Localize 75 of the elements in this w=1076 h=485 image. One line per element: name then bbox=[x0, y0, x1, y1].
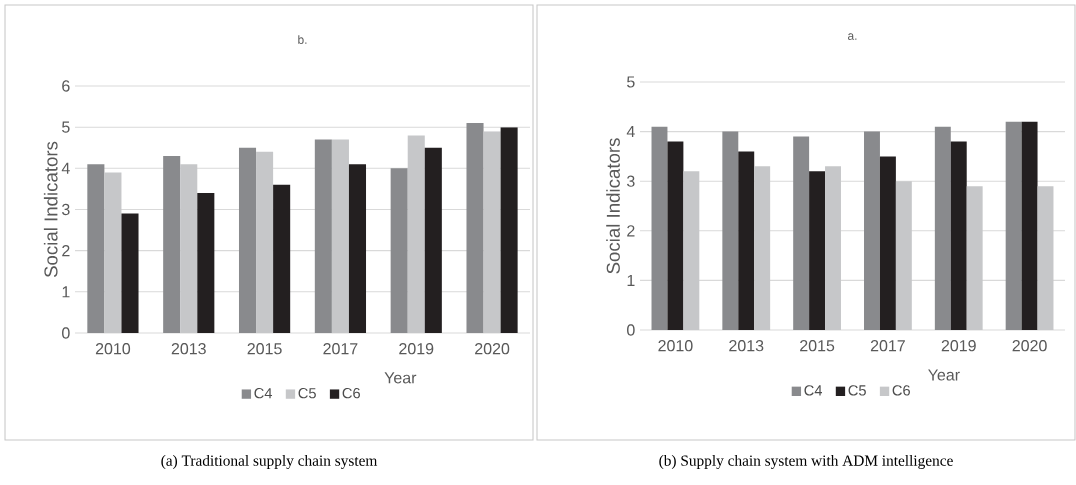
x-tick-label: 2015 bbox=[800, 340, 835, 352]
bar bbox=[500, 127, 518, 333]
y-tick-label: 5 bbox=[62, 121, 70, 133]
y-tick-label: 3 bbox=[627, 175, 635, 187]
x-tick-label: 2019 bbox=[399, 343, 434, 355]
bar bbox=[651, 126, 668, 330]
bar bbox=[754, 166, 771, 330]
bar bbox=[683, 171, 700, 330]
bar bbox=[1005, 121, 1022, 330]
bar bbox=[197, 193, 215, 333]
x-tick-label: 2019 bbox=[941, 340, 976, 352]
bar bbox=[273, 184, 291, 333]
bar bbox=[895, 181, 912, 330]
bar bbox=[163, 155, 181, 333]
bar bbox=[314, 139, 332, 333]
bar bbox=[809, 171, 826, 330]
bar bbox=[1021, 121, 1038, 330]
y-tick-label: 0 bbox=[62, 327, 70, 339]
bar bbox=[738, 151, 755, 330]
text: (b) Supply chain system with ADM intelligence bbox=[659, 455, 953, 469]
bar bbox=[966, 186, 983, 330]
x-tick-label: 2020 bbox=[1012, 340, 1047, 352]
y-tick-label: 2 bbox=[627, 225, 635, 237]
chart-title: a. bbox=[848, 33, 857, 40]
bar bbox=[424, 147, 442, 333]
bar bbox=[238, 147, 257, 333]
x-tick-label: 2020 bbox=[475, 343, 510, 355]
legend-label: C6 bbox=[892, 385, 910, 396]
bar bbox=[87, 164, 105, 333]
x-tick-label: 2013 bbox=[171, 343, 206, 355]
y-tick-label: 3 bbox=[62, 203, 70, 216]
bar bbox=[825, 166, 841, 330]
y-axis-title: Social Indicators bbox=[606, 138, 620, 274]
x-axis-title: Year bbox=[928, 369, 960, 381]
bar bbox=[390, 168, 408, 333]
bar bbox=[722, 131, 739, 330]
bar bbox=[348, 164, 367, 333]
legend-label: C4 bbox=[804, 385, 823, 396]
bar bbox=[256, 151, 274, 333]
bar bbox=[793, 136, 810, 330]
bar bbox=[331, 139, 349, 333]
legend-label: C4 bbox=[254, 388, 273, 399]
bar bbox=[407, 135, 425, 333]
x-tick-label: 2010 bbox=[95, 343, 131, 355]
legend-label: C5 bbox=[848, 385, 866, 396]
y-tick-label: 4 bbox=[626, 126, 635, 138]
y-tick-label: 1 bbox=[62, 286, 70, 298]
bar bbox=[121, 213, 139, 333]
x-tick-label: 2017 bbox=[323, 343, 358, 355]
bar bbox=[483, 131, 501, 333]
x-tick-label: 2010 bbox=[658, 340, 693, 352]
text: (a) Traditional supply chain system bbox=[161, 455, 378, 469]
bar bbox=[864, 131, 880, 330]
bar bbox=[934, 126, 951, 330]
y-tick-label: 4 bbox=[61, 162, 70, 174]
bar bbox=[180, 164, 198, 333]
x-tick-label: 2017 bbox=[870, 340, 905, 352]
legend-label: C6 bbox=[342, 388, 360, 399]
bar bbox=[1037, 186, 1054, 330]
y-tick-label: 2 bbox=[62, 245, 70, 257]
bar bbox=[466, 123, 484, 333]
bar bbox=[879, 156, 896, 330]
x-axis-title: Year bbox=[384, 372, 417, 384]
bar bbox=[667, 141, 684, 330]
legend-label: C5 bbox=[298, 388, 316, 399]
y-tick-label: 1 bbox=[627, 274, 635, 286]
chart-title: b. bbox=[298, 35, 307, 44]
x-tick-label: 2015 bbox=[247, 343, 282, 355]
x-tick-label: 2013 bbox=[729, 340, 764, 352]
y-tick-label: 0 bbox=[627, 324, 635, 336]
y-axis-title: Social Indicators bbox=[43, 141, 58, 278]
bar bbox=[950, 141, 967, 330]
y-tick-label: 6 bbox=[62, 80, 70, 92]
y-tick-label: 5 bbox=[627, 76, 635, 88]
bar bbox=[104, 172, 122, 333]
